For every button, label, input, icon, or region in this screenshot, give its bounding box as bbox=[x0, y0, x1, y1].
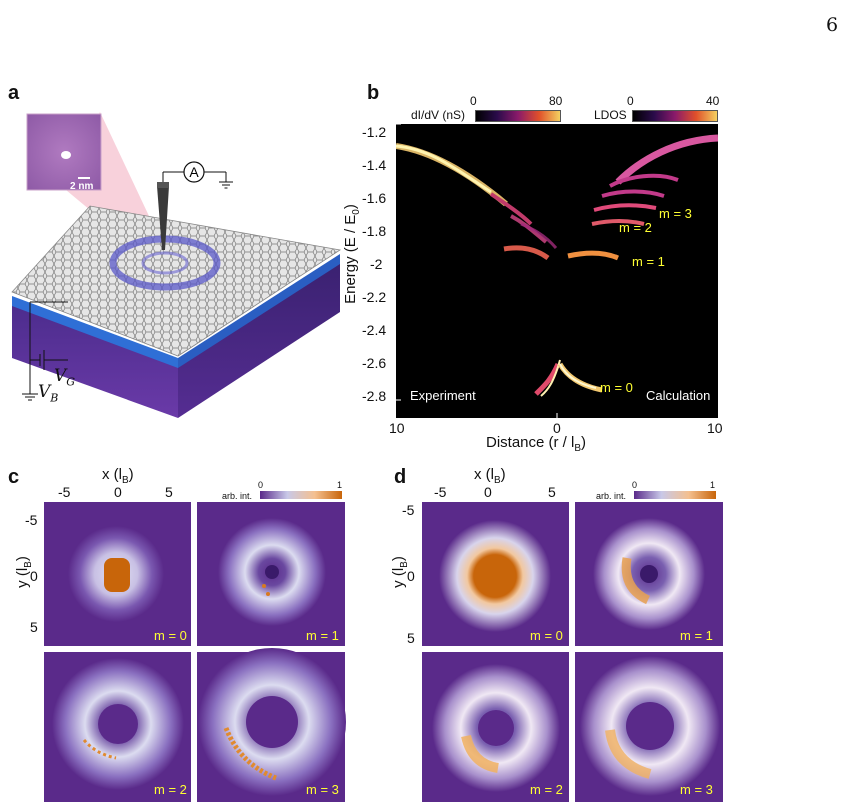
vg-label: VG bbox=[54, 366, 76, 389]
ytick-b: -1.2 bbox=[362, 124, 387, 140]
calculated-ldos-maps bbox=[422, 502, 723, 802]
ytick-b: -2.8 bbox=[362, 388, 387, 404]
cbar-c-max: 1 bbox=[337, 480, 343, 490]
xlabel-d: x (lB) bbox=[474, 466, 506, 486]
xtick-b: 10 bbox=[707, 420, 723, 436]
stm-setup-illustration: A 2 nm bbox=[11, 112, 342, 418]
ylabel-d: y (lB) bbox=[390, 556, 410, 588]
xtick-d: 0 bbox=[484, 484, 492, 500]
experimental-ldos-maps bbox=[44, 502, 346, 802]
ytick-c: 0 bbox=[30, 568, 38, 584]
c-map-label: m = 3 bbox=[306, 782, 339, 797]
ytick-b: -2 bbox=[370, 256, 383, 272]
xtick-b: 0 bbox=[553, 420, 561, 436]
ytick-c: 5 bbox=[30, 619, 38, 635]
cbar-calc bbox=[632, 110, 718, 122]
panel-c-label: c bbox=[8, 466, 20, 488]
xtick-c: 0 bbox=[114, 484, 122, 500]
annot-m2: m = 2 bbox=[619, 220, 652, 235]
ytick-b: -2.4 bbox=[362, 322, 387, 338]
ytick-b: -2.6 bbox=[362, 355, 387, 371]
cbar-exp-label: dI/dV (nS) bbox=[411, 108, 466, 122]
annot-m0: m = 0 bbox=[600, 380, 633, 395]
ylabel-c: y (lB) bbox=[14, 556, 34, 588]
cbar-exp-min: 0 bbox=[470, 94, 477, 108]
scale-bar-label: 2 nm bbox=[70, 181, 93, 192]
xtick-b: 10 bbox=[389, 420, 405, 436]
ytick-d: -5 bbox=[402, 502, 415, 518]
annot-m1: m = 1 bbox=[632, 254, 665, 269]
cbar-calc-label: LDOS bbox=[594, 108, 627, 122]
ytick-b: -1.8 bbox=[362, 223, 387, 239]
ytick-d: 5 bbox=[407, 630, 415, 646]
cbar-d-min: 0 bbox=[632, 480, 638, 490]
cbar-c-min: 0 bbox=[258, 480, 264, 490]
energy-distance-plot bbox=[396, 124, 718, 418]
xtick-d: 5 bbox=[548, 484, 556, 500]
vb-label: VB bbox=[38, 382, 59, 405]
c-map-label: m = 2 bbox=[154, 782, 187, 797]
page-number: 6 bbox=[826, 14, 839, 36]
cbar-exp-max: 80 bbox=[549, 94, 563, 108]
xtick-c: 5 bbox=[165, 484, 173, 500]
ylabel-b: Energy (E / E0) bbox=[342, 204, 362, 304]
d-map-label: m = 0 bbox=[530, 628, 563, 643]
cbar-c-label: arb. int. bbox=[222, 491, 253, 501]
c-map-label: m = 1 bbox=[306, 628, 339, 643]
cbar-d-max: 1 bbox=[710, 480, 716, 490]
cbar-calc-max: 40 bbox=[706, 94, 720, 108]
d-map-label: m = 3 bbox=[680, 782, 713, 797]
ytick-d: 0 bbox=[407, 568, 415, 584]
experiment-label: Experiment bbox=[410, 388, 476, 403]
cbar-d-label: arb. int. bbox=[596, 491, 627, 501]
xlabel-b: Distance (r / lB) bbox=[486, 434, 587, 454]
xlabel-c: x (lB) bbox=[102, 466, 134, 486]
ytick-b: -1.6 bbox=[362, 190, 387, 206]
cbar-d bbox=[634, 491, 716, 499]
panel-b-label: b bbox=[367, 82, 380, 104]
ytick-b: -2.2 bbox=[362, 289, 387, 305]
xtick-c: -5 bbox=[58, 484, 71, 500]
cbar-c bbox=[260, 491, 342, 499]
c-map-label: m = 0 bbox=[154, 628, 187, 643]
ytick-b: -1.4 bbox=[362, 157, 387, 173]
panel-d-label: d bbox=[394, 466, 407, 488]
cbar-exp bbox=[475, 110, 561, 122]
annot-m3: m = 3 bbox=[659, 206, 692, 221]
d-map-label: m = 2 bbox=[530, 782, 563, 797]
xtick-d: -5 bbox=[434, 484, 447, 500]
panel-a-label: a bbox=[8, 82, 20, 104]
ammeter-symbol: A bbox=[189, 164, 199, 180]
ytick-c: -5 bbox=[25, 512, 38, 528]
cbar-calc-min: 0 bbox=[627, 94, 634, 108]
calculation-label: Calculation bbox=[646, 388, 711, 403]
d-map-label: m = 1 bbox=[680, 628, 713, 643]
